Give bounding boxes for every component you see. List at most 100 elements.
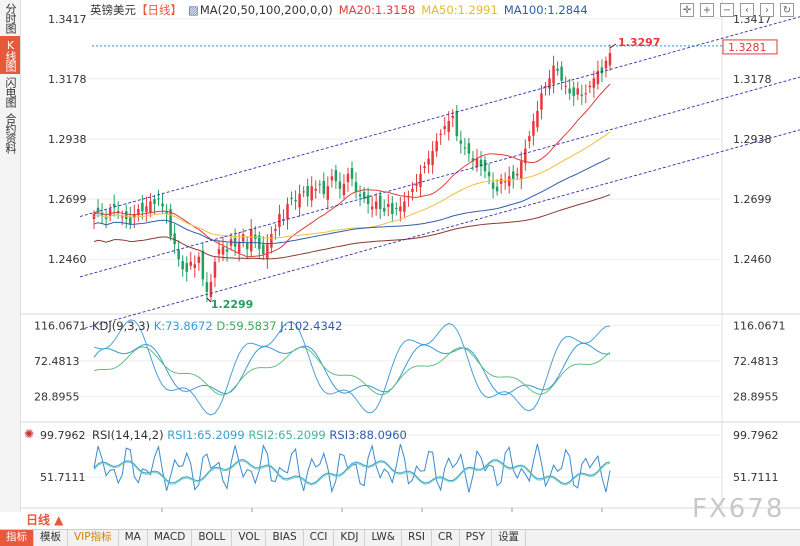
candle (415, 183, 418, 186)
indicator-tab-2[interactable]: VIP指标 (68, 530, 119, 546)
indicator-tab-10[interactable]: LW& (365, 530, 402, 546)
reset-icon[interactable]: ↻ (780, 3, 794, 17)
indicator-tab-14[interactable]: 设置 (492, 530, 527, 546)
x-axis-label-5: 2024/09 (580, 511, 630, 512)
legend-ma100: MA100:1.2844 (503, 3, 588, 17)
candle (157, 198, 160, 200)
candle (560, 66, 563, 81)
price-tick-left-1: 1.3178 (48, 73, 87, 86)
candle (141, 202, 144, 212)
indicator-tab-1[interactable]: 模板 (34, 530, 68, 546)
rsi2-value: RSI2:65.2099 (248, 428, 326, 442)
legend-period[interactable]: 【日线】 (136, 3, 182, 17)
candle (205, 282, 209, 292)
candle (290, 197, 293, 199)
candle (524, 148, 527, 164)
candle (173, 233, 176, 245)
candle (503, 181, 507, 183)
tab-timeshare[interactable]: 分时图 (4, 3, 17, 33)
scroll-right-icon[interactable]: › (760, 3, 774, 17)
candle (249, 229, 253, 252)
tab-contract-info[interactable]: 合约资料 (4, 113, 17, 153)
rsi3-line (93, 443, 611, 494)
price-tick-left-4: 1.2460 (48, 253, 87, 266)
candle (600, 67, 604, 74)
tab-flash[interactable]: 闪电图 (4, 77, 17, 107)
price-tick-right-3: 1.2699 (733, 193, 772, 206)
candle (346, 173, 350, 183)
kdj-tick-left-1: 72.4813 (34, 355, 80, 368)
ma-settings-icon[interactable]: ▨ (188, 3, 199, 17)
period-button[interactable]: 日线 ▲ (22, 512, 68, 528)
candle (104, 217, 108, 220)
candle (306, 186, 309, 197)
kdj-k-line (93, 342, 611, 396)
candle (435, 141, 438, 152)
rsi1-line (93, 459, 611, 485)
indicator-tab-8[interactable]: CCI (304, 530, 335, 546)
candle (572, 87, 575, 96)
candle (294, 200, 297, 202)
candle (584, 93, 588, 95)
candle (419, 173, 422, 188)
indicator-tab-11[interactable]: RSI (402, 530, 432, 546)
candle (298, 193, 301, 208)
indicator-tabs: 指标 模板 VIP指标 MA MACD BOLL VOL BIAS CCI KDJ LW& RSI CR… (0, 529, 800, 546)
indicator-tab-9[interactable]: KDJ (334, 530, 366, 546)
candle (342, 183, 346, 196)
kdj-tick-right-0: 116.0671 (733, 319, 786, 332)
candle (322, 180, 326, 194)
candle (338, 181, 342, 189)
indicator-tab-3[interactable]: MA (119, 530, 148, 546)
rsi-tick-left-0: 99.7962 (40, 429, 86, 442)
candle (201, 250, 205, 280)
candle (395, 207, 398, 209)
kdj-legend: KDJ(9,3,3) K:73.8672 D:59.5837 J:102.434… (92, 319, 342, 333)
crosshair-icon[interactable]: ✛ (680, 3, 694, 17)
candle (576, 88, 579, 95)
indicator-tab-12[interactable]: CR (432, 530, 460, 546)
scroll-left-icon[interactable]: ‹ (740, 3, 754, 17)
indicator-tab-13[interactable]: PSY (460, 530, 493, 546)
indicator-tab-6[interactable]: VOL (232, 530, 267, 546)
candle (241, 234, 245, 242)
candle (286, 203, 289, 220)
candle (310, 186, 313, 201)
candle (326, 186, 330, 200)
price-tick-left-2: 1.2938 (48, 133, 87, 146)
zoom-out-icon[interactable]: − (720, 3, 734, 17)
kdj-params: KDJ(9,3,3) (92, 319, 151, 333)
zoom-in-icon[interactable]: + (700, 3, 714, 17)
indicator-tab-7[interactable]: BIAS (266, 530, 304, 546)
candle (278, 214, 281, 227)
candle (266, 244, 269, 259)
rsi-gear-icon[interactable]: ✺ (24, 427, 35, 441)
channel-line-0 (79, 16, 800, 217)
candle (96, 207, 100, 212)
rsi2-line (93, 460, 611, 486)
candle (133, 214, 136, 219)
candle (161, 203, 164, 207)
candle (169, 209, 172, 237)
kdj-j-line (93, 319, 611, 416)
candle (165, 211, 168, 214)
candle (596, 70, 600, 84)
indicator-tab-4[interactable]: MACD (148, 530, 193, 546)
chart-area[interactable]: 1.3417 1.3417 1.3178 1.3178 1.2938 1.2938 1.26… (20, 0, 800, 524)
indicator-tab-0[interactable]: 指标 (0, 530, 34, 546)
candle (358, 194, 362, 197)
candle (245, 243, 249, 250)
x-axis-label-4: 2024/08 (490, 511, 540, 512)
candle (455, 110, 459, 137)
candle (471, 158, 475, 162)
tab-kline[interactable]: K线图 (0, 36, 20, 74)
candle (499, 178, 503, 184)
legend-symbol: 英镑美元 (90, 3, 136, 17)
candle (459, 140, 463, 144)
legend-ma20: MA20:1.3158 (338, 3, 416, 17)
candle (507, 176, 511, 186)
candle (330, 176, 334, 181)
indicator-tab-5[interactable]: BOLL (192, 530, 233, 546)
candle (193, 264, 197, 269)
